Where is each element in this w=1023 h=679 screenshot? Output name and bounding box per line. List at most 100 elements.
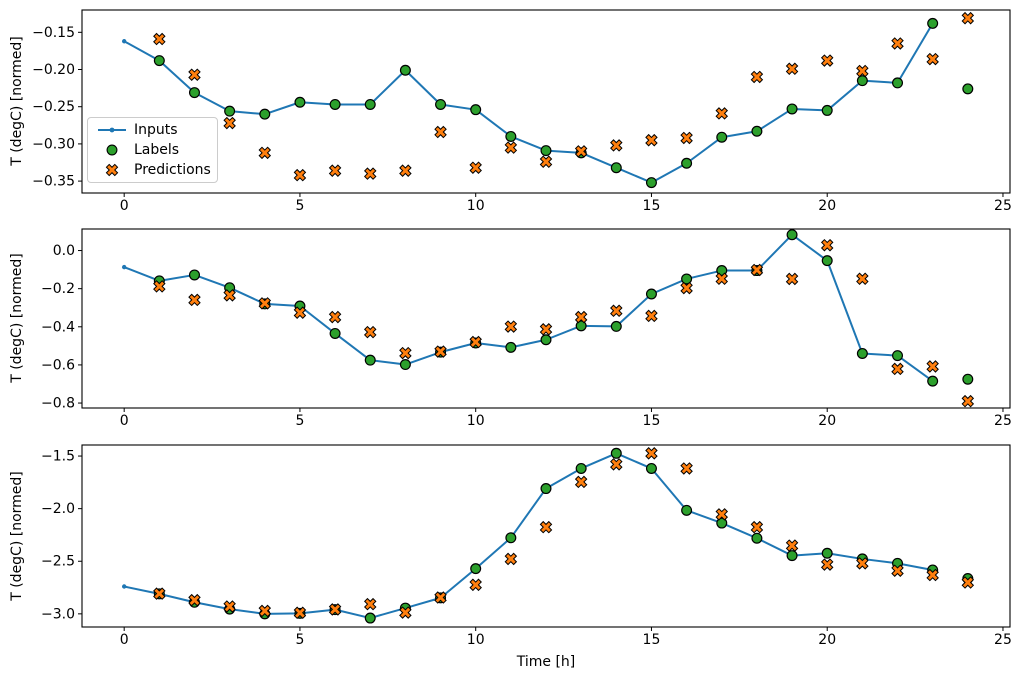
prediction-marker bbox=[680, 131, 693, 145]
x-tick-label: 20 bbox=[818, 632, 836, 648]
input-point-marker bbox=[121, 264, 127, 270]
label-marker bbox=[399, 64, 411, 76]
inputs-series bbox=[121, 232, 935, 384]
label-marker bbox=[610, 162, 622, 174]
prediction-marker bbox=[328, 310, 342, 324]
prediction-marker bbox=[504, 141, 518, 154]
labels-circle-icon bbox=[106, 144, 118, 156]
label-marker bbox=[681, 157, 693, 169]
prediction-marker bbox=[926, 52, 939, 66]
label-marker bbox=[751, 532, 763, 544]
x-tick-label: 25 bbox=[994, 632, 1012, 648]
prediction-marker bbox=[328, 164, 342, 177]
prediction-marker bbox=[469, 161, 482, 174]
label-marker bbox=[786, 229, 798, 241]
prediction-marker bbox=[961, 576, 975, 589]
label-marker bbox=[399, 359, 411, 371]
prediction-marker bbox=[891, 564, 904, 577]
prediction-marker bbox=[926, 568, 939, 582]
label-marker bbox=[224, 105, 236, 117]
plot-border bbox=[81, 228, 1011, 409]
prediction-marker bbox=[434, 345, 447, 358]
prediction-marker bbox=[715, 272, 729, 286]
panel-middle: 0 5 10 15 20 25 0.0 −0.2 −0.4 −0.6 −0.8 bbox=[41, 228, 1012, 429]
label-marker bbox=[716, 131, 728, 143]
y-tick-label: −0.25 bbox=[32, 99, 75, 115]
prediction-marker bbox=[153, 280, 166, 293]
y-axis-label-top: T (degC) [normed] bbox=[9, 36, 25, 166]
y-tick-label: −0.30 bbox=[32, 136, 75, 152]
prediction-marker bbox=[820, 238, 834, 252]
prediction-marker bbox=[223, 289, 236, 302]
legend-item-labels: Labels bbox=[96, 140, 211, 160]
prediction-marker bbox=[153, 587, 166, 600]
prediction-marker bbox=[328, 603, 342, 616]
prediction-marker bbox=[610, 304, 623, 318]
x-tick-label: 10 bbox=[467, 198, 485, 214]
labels-series bbox=[153, 17, 974, 189]
x-axis-label: Time [h] bbox=[516, 654, 576, 670]
predictions-series bbox=[153, 447, 975, 620]
label-marker bbox=[821, 104, 833, 116]
prediction-marker bbox=[785, 62, 799, 76]
prediction-marker bbox=[680, 462, 693, 475]
label-marker bbox=[575, 320, 587, 332]
inputs-line bbox=[123, 452, 933, 620]
prediction-marker bbox=[258, 297, 272, 310]
label-marker bbox=[821, 547, 833, 559]
panel-top: 0 5 10 15 20 25 −0.15 −0.20 −0.25 −0.30 −0.35 bbox=[32, 9, 1012, 214]
label-marker bbox=[962, 83, 974, 95]
x-tick-label: 25 bbox=[994, 413, 1012, 429]
plot-border bbox=[81, 444, 1011, 628]
label-marker bbox=[927, 375, 939, 387]
predictions-x-icon bbox=[105, 163, 119, 177]
label-marker bbox=[505, 341, 517, 353]
prediction-marker bbox=[926, 360, 939, 373]
prediction-marker bbox=[715, 107, 729, 120]
prediction-marker bbox=[785, 272, 799, 286]
prediction-marker bbox=[188, 593, 201, 607]
prediction-marker bbox=[750, 70, 764, 84]
prediction-marker bbox=[258, 146, 272, 160]
label-marker bbox=[364, 98, 376, 110]
y-tick-label: −0.15 bbox=[32, 25, 75, 41]
prediction-marker bbox=[856, 272, 869, 286]
label-marker bbox=[329, 327, 341, 339]
label-marker bbox=[364, 354, 376, 366]
label-marker bbox=[645, 177, 657, 189]
prediction-marker bbox=[574, 475, 588, 489]
label-marker bbox=[681, 504, 693, 516]
y-tick-label: −3.0 bbox=[41, 606, 75, 622]
prediction-marker bbox=[645, 133, 658, 147]
y-tick-label: 0.0 bbox=[53, 243, 75, 259]
labels-series bbox=[153, 229, 974, 387]
panel-bottom: 0 5 10 15 20 25 −1.5 −2.0 −2.5 −3.0 bbox=[41, 444, 1012, 648]
x-tick-label: 0 bbox=[120, 198, 129, 214]
prediction-marker bbox=[399, 164, 412, 177]
prediction-marker bbox=[399, 346, 412, 360]
inputs-line bbox=[123, 22, 934, 184]
x-tick-label: 0 bbox=[120, 413, 129, 429]
label-marker bbox=[821, 255, 833, 267]
prediction-marker bbox=[188, 293, 201, 307]
label-marker bbox=[856, 75, 868, 87]
prediction-marker bbox=[399, 606, 412, 619]
prediction-marker bbox=[645, 309, 658, 323]
label-marker bbox=[188, 87, 200, 99]
label-marker bbox=[540, 145, 552, 157]
label-marker bbox=[716, 517, 728, 529]
label-marker bbox=[435, 98, 447, 110]
prediction-marker bbox=[434, 125, 447, 139]
y-tick-label: −1.5 bbox=[41, 449, 75, 465]
y-tick-label: −0.2 bbox=[41, 281, 75, 297]
prediction-marker bbox=[750, 263, 764, 277]
x-tick-label: 20 bbox=[818, 413, 836, 429]
predictions-series bbox=[153, 11, 975, 182]
prediction-marker bbox=[785, 539, 799, 552]
prediction-marker bbox=[610, 139, 623, 152]
prediction-marker bbox=[750, 520, 764, 534]
prediction-marker bbox=[539, 323, 553, 336]
x-tick-label: 15 bbox=[643, 632, 661, 648]
prediction-marker bbox=[363, 325, 377, 339]
label-marker bbox=[329, 98, 341, 110]
